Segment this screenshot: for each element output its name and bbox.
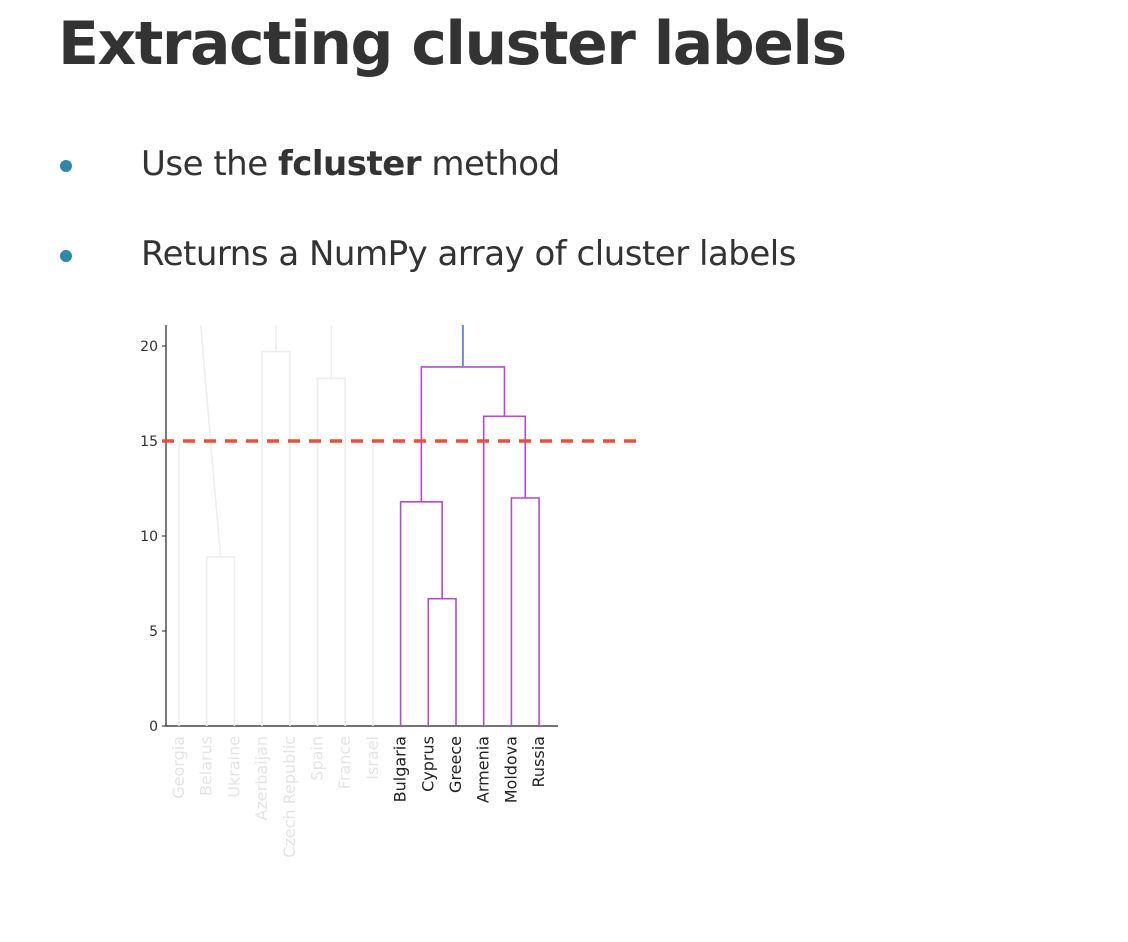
bullet-text-bold: fcluster bbox=[277, 144, 422, 184]
dendrogram-link bbox=[510, 497, 540, 726]
leaf-label: Greece bbox=[446, 736, 465, 793]
bullet-text-post: method bbox=[421, 144, 560, 184]
leaf-label: Czech Republic bbox=[280, 736, 299, 858]
y-tick-label: 0 bbox=[149, 719, 158, 735]
bullet-item: Use the fcluster method bbox=[0, 140, 900, 190]
y-tick-label: 5 bbox=[149, 624, 158, 640]
bullet-item: Returns a NumPy array of cluster labels bbox=[0, 230, 900, 280]
leaf-label: Bulgaria bbox=[391, 736, 410, 802]
slide-title: Extracting cluster labels bbox=[58, 9, 847, 79]
dendrogram-link bbox=[420, 366, 506, 502]
bullet-text: Use the fcluster method bbox=[141, 144, 560, 184]
y-tick-label: 20 bbox=[140, 339, 158, 355]
bullet-text-pre: Use the bbox=[141, 144, 278, 184]
bullet-dot-icon bbox=[60, 250, 72, 262]
leaf-label: Israel bbox=[363, 736, 382, 780]
leaf-label: Belarus bbox=[197, 736, 216, 796]
dendrogram-link bbox=[482, 415, 527, 726]
y-tick-label: 10 bbox=[140, 529, 158, 545]
bullet-text: Returns a NumPy array of cluster labels bbox=[141, 234, 796, 274]
leaf-label: Azerbaijan bbox=[252, 736, 271, 821]
bullet-dot-icon bbox=[60, 160, 72, 172]
leaf-label: Ukraine bbox=[224, 736, 243, 798]
y-tick-label: 15 bbox=[140, 434, 158, 450]
dendrogram-link bbox=[427, 597, 457, 726]
leaf-label: Moldova bbox=[501, 736, 520, 803]
dendrogram-link-faded bbox=[205, 556, 236, 726]
leaf-label: France bbox=[335, 736, 354, 789]
bullet-text-pre: Returns a NumPy array of cluster labels bbox=[141, 234, 796, 274]
leaf-label: Russia bbox=[529, 736, 548, 787]
leaf-label: Armenia bbox=[474, 736, 493, 803]
leaf-label: Cyprus bbox=[418, 736, 437, 792]
leaf-label: Georgia bbox=[169, 736, 188, 799]
dendrogram-link-faded bbox=[261, 350, 291, 726]
leaf-label: Spain bbox=[308, 736, 327, 781]
dendrogram-chart: 0 5 10 15 20 Georgia Belarus Ukraine Azerbaijan C… bbox=[140, 324, 638, 858]
dendrogram-link-faded bbox=[316, 377, 346, 726]
dendrogram-link bbox=[399, 501, 443, 726]
